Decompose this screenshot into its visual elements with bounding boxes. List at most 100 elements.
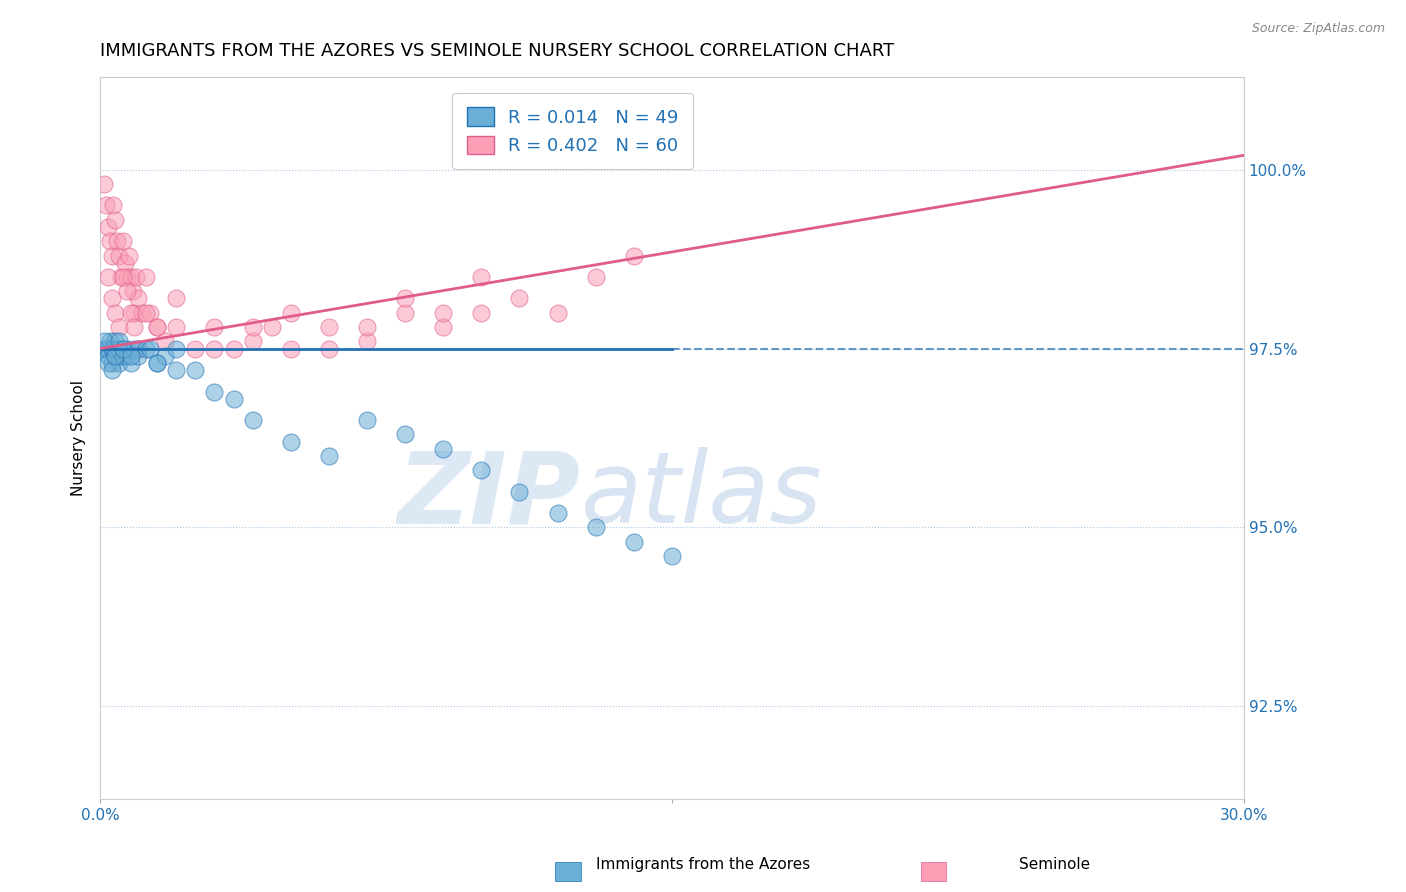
Legend: R = 0.014   N = 49, R = 0.402   N = 60: R = 0.014 N = 49, R = 0.402 N = 60 [453,93,693,169]
Point [131,306,153,320]
Point [111,342,134,356]
Point [115,342,138,356]
Point [585,520,607,534]
Point [97,349,120,363]
Point [108,342,131,356]
Point [146,356,169,370]
Point [121,285,143,299]
Point [93,334,115,349]
Text: atlas: atlas [581,448,823,544]
Point [108,356,131,370]
Point [120,356,142,370]
Point [394,292,416,306]
Point [94,198,117,212]
Point [104,349,127,363]
Text: IMMIGRANTS FROM THE AZORES VS SEMINOLE NURSERY SCHOOL CORRELATION CHART: IMMIGRANTS FROM THE AZORES VS SEMINOLE N… [100,42,894,60]
Point [97,219,120,234]
Point [135,306,157,320]
Point [94,342,117,356]
Point [165,320,187,334]
Point [110,270,132,285]
Point [146,320,169,334]
Point [165,292,187,306]
Point [135,342,157,356]
Point [125,270,148,285]
Point [108,320,131,334]
Point [242,413,264,427]
Point [508,484,530,499]
Point [356,320,378,334]
Point [318,342,340,356]
Point [104,306,127,320]
Point [470,270,492,285]
Point [585,270,607,285]
Point [120,270,142,285]
Point [115,270,138,285]
Point [165,363,187,377]
Point [108,248,131,262]
Point [93,177,115,191]
Point [222,392,245,406]
Point [127,342,149,356]
Point [93,342,115,356]
Point [661,549,683,563]
Point [115,349,138,363]
Point [242,334,264,349]
Point [432,320,454,334]
Point [623,534,645,549]
Point [280,342,302,356]
Point [103,342,125,356]
Point [146,320,169,334]
Text: Source: ZipAtlas.com: Source: ZipAtlas.com [1251,22,1385,36]
Point [204,342,226,356]
Point [146,356,169,370]
Point [120,306,142,320]
Point [547,306,569,320]
Point [318,320,340,334]
Point [124,306,146,320]
Point [135,270,157,285]
Point [97,270,120,285]
Point [432,306,454,320]
Point [105,234,128,248]
Point [103,198,125,212]
Point [124,342,146,356]
Point [104,349,127,363]
Point [165,342,187,356]
Point [127,342,149,356]
Point [98,334,121,349]
Point [204,320,226,334]
Text: ZIP: ZIP [398,448,581,544]
Point [356,334,378,349]
Point [204,384,226,399]
Point [184,363,207,377]
Point [138,306,160,320]
Point [623,248,645,262]
Point [120,349,142,363]
Text: Immigrants from the Azores: Immigrants from the Azores [596,857,810,872]
Point [260,320,283,334]
Point [242,320,264,334]
Point [394,427,416,442]
Point [153,349,176,363]
Point [118,248,141,262]
Point [104,212,127,227]
Point [318,449,340,463]
Point [100,342,122,356]
Point [97,356,120,370]
Text: Seminole: Seminole [1019,857,1090,872]
Point [104,334,127,349]
Point [508,292,530,306]
Point [100,292,122,306]
Point [108,334,131,349]
Point [432,442,454,456]
Point [138,342,160,356]
Point [115,285,138,299]
Point [100,356,122,370]
Point [111,342,134,356]
Point [100,248,122,262]
Point [114,255,136,269]
Y-axis label: Nursery School: Nursery School [72,380,86,496]
Point [470,306,492,320]
Point [124,320,146,334]
